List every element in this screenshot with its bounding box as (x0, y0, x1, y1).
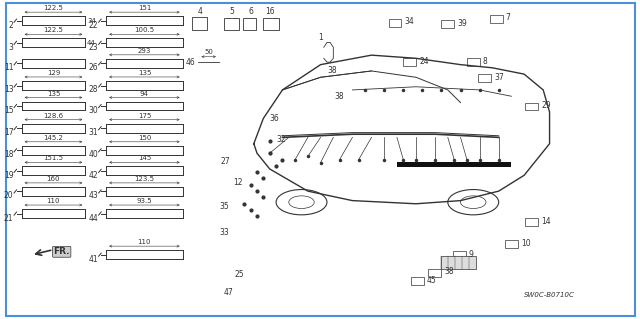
Text: 9: 9 (468, 250, 474, 259)
Bar (453, 251, 466, 259)
Bar (442, 256, 476, 269)
Text: 38: 38 (327, 66, 337, 76)
Text: 122.5: 122.5 (44, 27, 63, 33)
Bar (224, 19, 239, 30)
Text: 33: 33 (220, 228, 230, 237)
Text: 151.5: 151.5 (44, 155, 63, 161)
Text: 110: 110 (47, 198, 60, 204)
Bar (411, 277, 424, 285)
Text: 129: 129 (47, 70, 60, 76)
Text: 135: 135 (138, 70, 151, 76)
Text: 39: 39 (458, 19, 467, 28)
Text: 23: 23 (88, 43, 98, 52)
Text: 122.5: 122.5 (44, 5, 63, 11)
Text: 3: 3 (8, 43, 13, 52)
Text: 25: 25 (234, 271, 244, 279)
Bar (397, 162, 511, 167)
Text: 11: 11 (4, 63, 13, 72)
Text: 150: 150 (138, 135, 151, 141)
Bar (243, 19, 256, 30)
Text: 22: 22 (88, 21, 98, 30)
Bar (388, 19, 401, 27)
Text: 100.5: 100.5 (134, 27, 154, 33)
Text: 145: 145 (138, 155, 151, 161)
Text: 50: 50 (204, 48, 213, 55)
Text: 145.2: 145.2 (44, 135, 63, 141)
Text: 21: 21 (4, 213, 13, 222)
Text: 35: 35 (220, 202, 230, 211)
Text: 7: 7 (506, 13, 511, 22)
Text: 29: 29 (541, 101, 551, 110)
Text: 46: 46 (186, 58, 195, 67)
Text: 20: 20 (4, 191, 13, 200)
Text: 28: 28 (88, 85, 98, 94)
Text: 10: 10 (521, 239, 531, 248)
Text: 32: 32 (276, 135, 285, 145)
Bar (467, 58, 479, 66)
Text: 123.5: 123.5 (134, 176, 154, 182)
Text: 293: 293 (138, 48, 151, 54)
Bar (490, 15, 502, 23)
Text: 26: 26 (88, 63, 98, 72)
Text: 18: 18 (4, 150, 13, 159)
Text: 38: 38 (335, 92, 344, 101)
Text: 14: 14 (541, 217, 551, 226)
Text: 4: 4 (197, 7, 202, 16)
Text: 42: 42 (88, 171, 98, 180)
Text: 175: 175 (138, 113, 151, 119)
Text: 93.5: 93.5 (136, 198, 152, 204)
Text: 30: 30 (88, 106, 98, 115)
Text: 5: 5 (229, 7, 234, 16)
Bar (478, 74, 491, 82)
Bar (428, 269, 441, 277)
Text: 17: 17 (4, 128, 13, 137)
Text: 15: 15 (4, 106, 13, 115)
Text: 24: 24 (419, 57, 429, 66)
Text: 1: 1 (318, 33, 323, 42)
Bar (442, 20, 454, 28)
Bar (505, 240, 518, 248)
Bar (192, 17, 207, 30)
Text: 8: 8 (483, 57, 488, 66)
Text: 37: 37 (494, 73, 504, 82)
Bar (403, 58, 416, 66)
Text: 40: 40 (88, 150, 98, 159)
Text: 94: 94 (140, 91, 149, 97)
Text: 151: 151 (138, 5, 151, 11)
Bar (525, 218, 538, 226)
Text: 34: 34 (87, 18, 96, 24)
Text: FR.: FR. (54, 247, 70, 256)
Text: 110: 110 (138, 239, 151, 245)
Text: 19: 19 (4, 171, 13, 180)
Text: 31: 31 (88, 128, 98, 137)
Text: 160: 160 (47, 176, 60, 182)
Text: 38: 38 (444, 267, 454, 276)
Text: 12: 12 (233, 178, 243, 187)
Text: 43: 43 (88, 191, 98, 200)
Text: SW0C-B0710C: SW0C-B0710C (524, 293, 575, 299)
Text: 128.6: 128.6 (44, 113, 63, 119)
Text: 2: 2 (9, 21, 13, 30)
Text: 36: 36 (269, 114, 280, 123)
Text: 27: 27 (220, 157, 230, 166)
Text: 44: 44 (87, 40, 96, 46)
Text: 16: 16 (265, 7, 275, 16)
Text: 135: 135 (47, 91, 60, 97)
Text: 34: 34 (404, 18, 414, 26)
Bar (263, 19, 278, 30)
Text: 44: 44 (88, 213, 98, 222)
Bar (525, 103, 538, 110)
Text: 41: 41 (88, 255, 98, 263)
Text: 45: 45 (427, 276, 436, 285)
Text: 13: 13 (4, 85, 13, 94)
Text: 6: 6 (248, 7, 253, 16)
Text: 47: 47 (223, 288, 233, 297)
